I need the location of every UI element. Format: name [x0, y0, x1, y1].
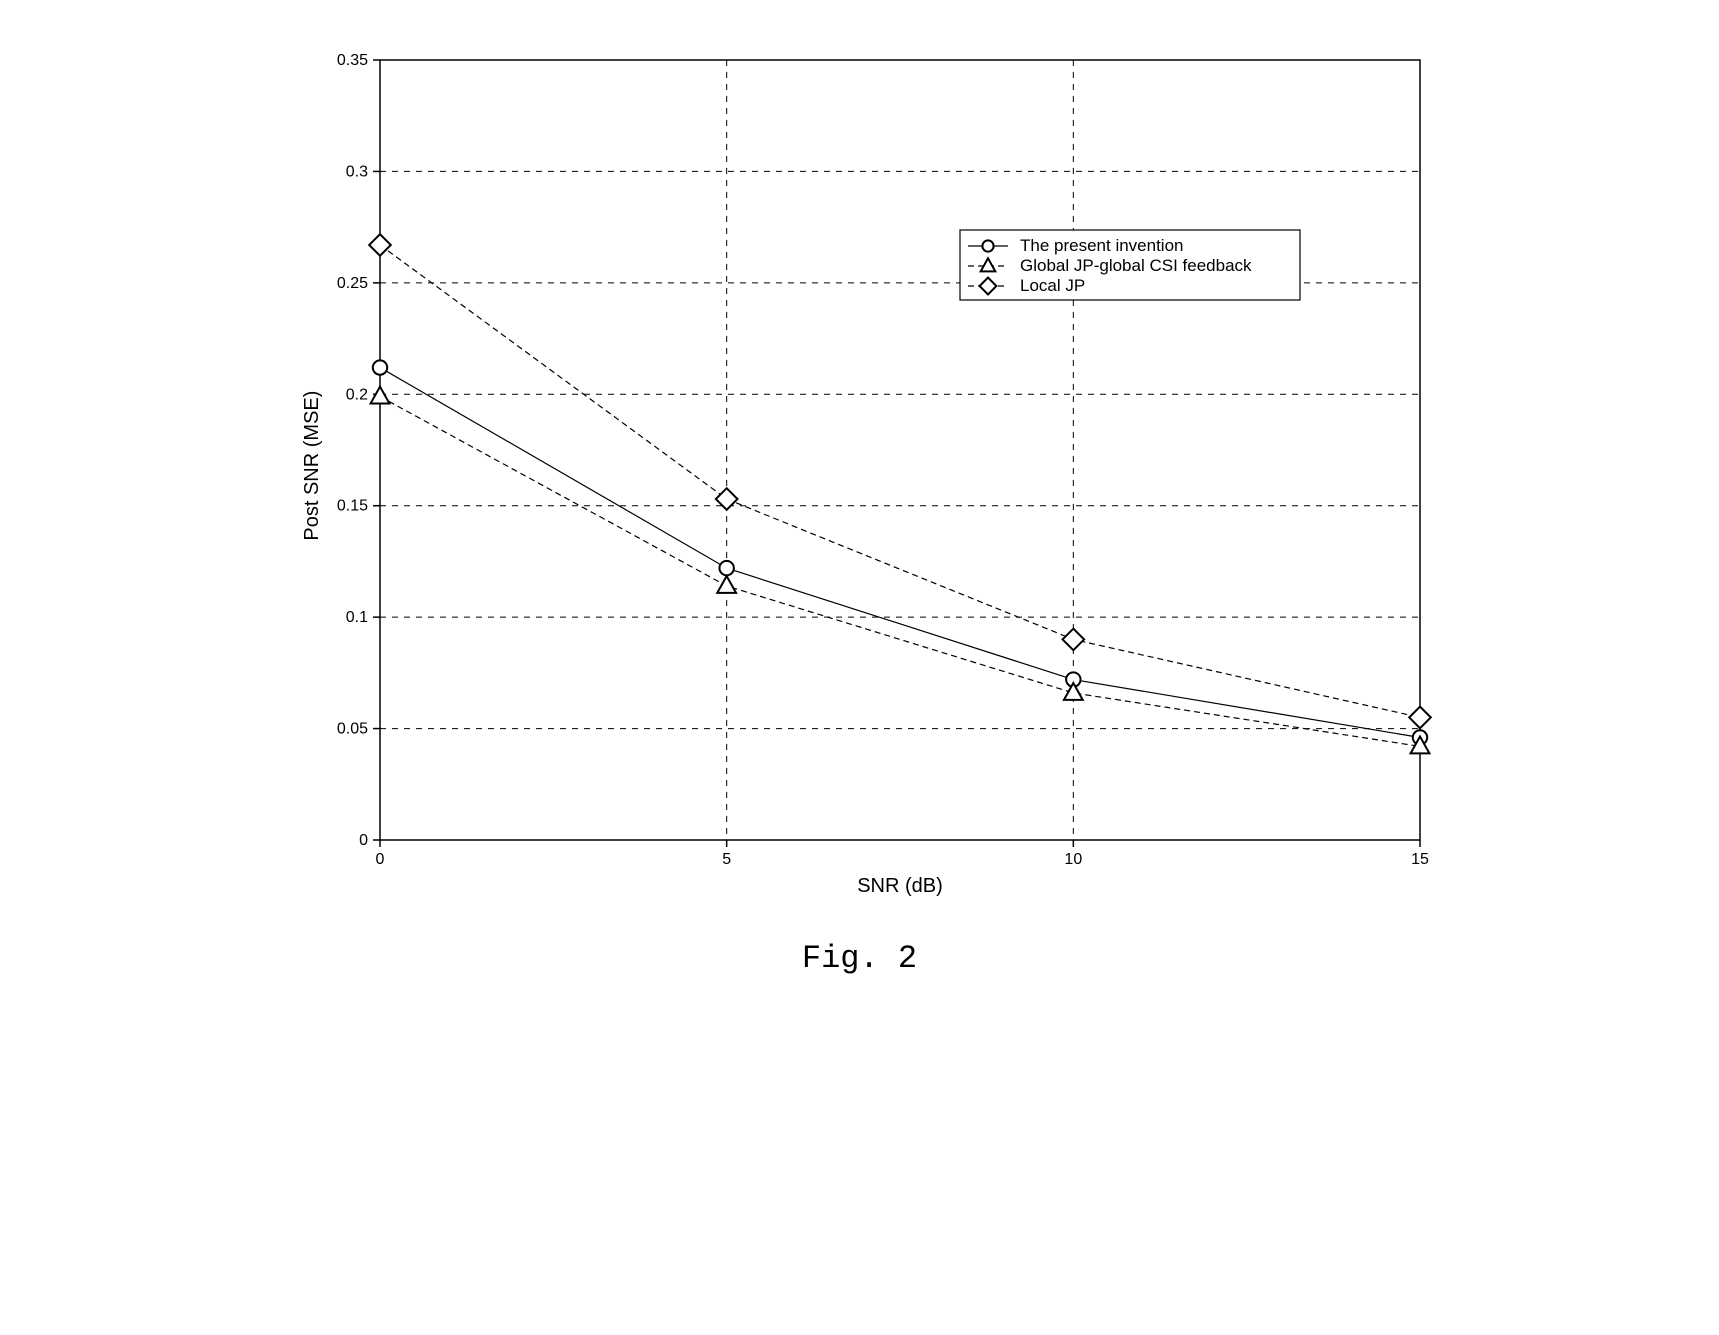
series-line — [380, 397, 1420, 747]
marker-diamond — [715, 488, 737, 510]
marker-diamond — [1409, 707, 1431, 729]
ytick-label: 0.15 — [336, 498, 367, 515]
ytick-label: 0.35 — [336, 52, 367, 69]
x-axis-label: SNR (dB) — [857, 875, 943, 897]
line-chart: 0 5 10 15 0 0.05 0.1 0.15 0.2 0.25 0.3 0.35 SNR (dB)… — [260, 40, 1460, 910]
xtick-label: 5 — [722, 851, 731, 868]
ytick-label: 0.1 — [345, 609, 367, 626]
marker-triangle — [717, 576, 736, 593]
legend-label: Local JP — [1020, 276, 1085, 295]
series-line — [380, 368, 1420, 738]
marker-circle — [372, 360, 386, 374]
chart-container: 0 5 10 15 0 0.05 0.1 0.15 0.2 0.25 0.3 0.35 SNR (dB)… — [260, 40, 1460, 977]
ytick-label: 0.05 — [336, 721, 367, 738]
xtick-label: 0 — [375, 851, 384, 868]
figure-caption: Fig. 2 — [260, 940, 1460, 977]
marker-diamond — [1062, 629, 1084, 651]
marker-circle — [982, 240, 993, 251]
ytick-label: 0.3 — [345, 163, 367, 180]
xtick-label: 15 — [1411, 851, 1429, 868]
xtick-label: 10 — [1064, 851, 1082, 868]
marker-diamond — [369, 234, 391, 256]
ytick-label: 0.25 — [336, 275, 367, 292]
legend-label: The present invention — [1020, 236, 1184, 255]
series-line — [380, 245, 1420, 717]
marker-circle — [719, 561, 733, 575]
series — [372, 360, 1426, 744]
series — [369, 234, 1431, 728]
legend-label: Global JP-global CSI feedback — [1020, 256, 1252, 275]
plot-box — [380, 60, 1420, 840]
series — [370, 387, 1429, 754]
y-axis-label: Post SNR (MSE) — [301, 391, 323, 541]
legend: The present inventionGlobal JP-global CS… — [960, 230, 1300, 300]
ytick-label: 0.2 — [345, 386, 367, 403]
ytick-label: 0 — [359, 832, 368, 849]
